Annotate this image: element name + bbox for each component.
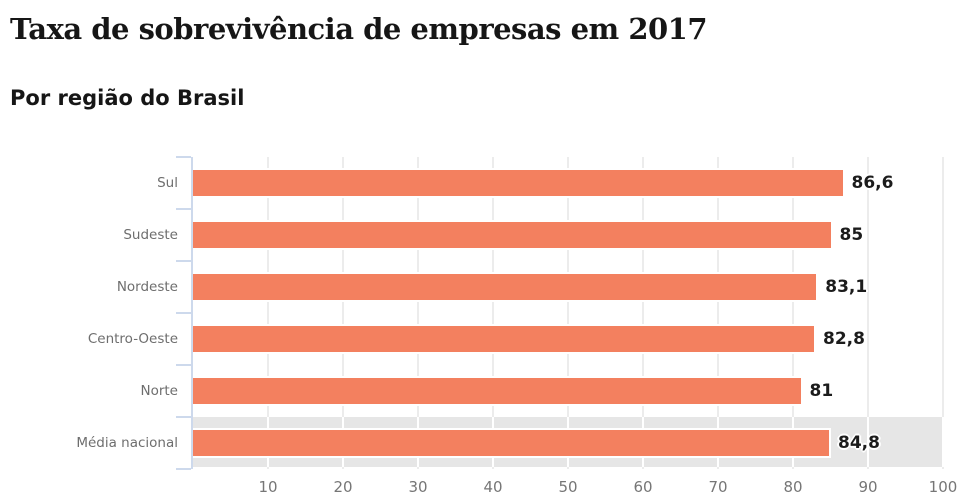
bar-sul <box>191 168 845 198</box>
gridline <box>942 417 944 467</box>
gridline <box>942 157 944 469</box>
y-axis-line <box>191 157 193 469</box>
x-axis-tick-label: 30 <box>408 478 428 496</box>
gridline <box>267 157 269 469</box>
value-label: 85 <box>839 225 864 245</box>
category-label: Sul <box>157 175 178 191</box>
value-label: 83,1 <box>825 277 868 297</box>
x-axis-tick-label: 60 <box>633 478 653 496</box>
category-label: Sudeste <box>123 227 178 243</box>
gridline <box>492 157 494 469</box>
axis-tick <box>176 312 191 314</box>
gridline <box>867 417 869 467</box>
x-axis-tick-label: 100 <box>928 478 958 496</box>
value-label: 84,8 <box>838 433 880 453</box>
x-axis-tick-label: 80 <box>783 478 803 496</box>
axis-tick <box>176 260 191 262</box>
value-label: 82,8 <box>823 329 865 349</box>
gridline <box>342 157 344 469</box>
axis-tick <box>176 208 191 210</box>
bar-sudeste <box>191 220 833 250</box>
category-label: Média nacional <box>76 435 178 451</box>
gridline <box>642 157 644 469</box>
gridline <box>717 157 719 469</box>
value-label: 86,6 <box>851 173 894 193</box>
axis-tick <box>176 364 191 366</box>
plot-area <box>176 156 944 470</box>
x-axis-tick-label: 20 <box>333 478 353 496</box>
chart-title: Taxa de sobrevivência de empresas em 201… <box>10 12 708 46</box>
bar-m-dia-nacional <box>191 428 831 458</box>
bar-nordeste <box>190 272 819 302</box>
axis-tick <box>176 156 191 158</box>
bar-centro-oeste <box>191 324 816 354</box>
gridline <box>792 157 794 469</box>
axis-tick <box>176 416 191 418</box>
x-axis-tick-label: 50 <box>558 478 578 496</box>
gridline <box>417 157 419 469</box>
category-label: Centro-Oeste <box>87 331 178 347</box>
x-axis-tick-label: 40 <box>483 478 503 496</box>
gridline <box>567 157 569 469</box>
value-label: 81 <box>809 381 834 401</box>
x-axis-tick-label: 90 <box>858 478 878 496</box>
x-axis-tick-label: 10 <box>258 478 278 496</box>
x-axis-tick-label: 70 <box>708 478 728 496</box>
category-label: Norte <box>140 383 178 399</box>
gridline <box>867 157 869 469</box>
chart-subtitle: Por região do Brasil <box>10 86 245 110</box>
category-label: Nordeste <box>116 279 178 295</box>
bar-norte <box>191 376 803 406</box>
axis-tick <box>176 468 191 470</box>
